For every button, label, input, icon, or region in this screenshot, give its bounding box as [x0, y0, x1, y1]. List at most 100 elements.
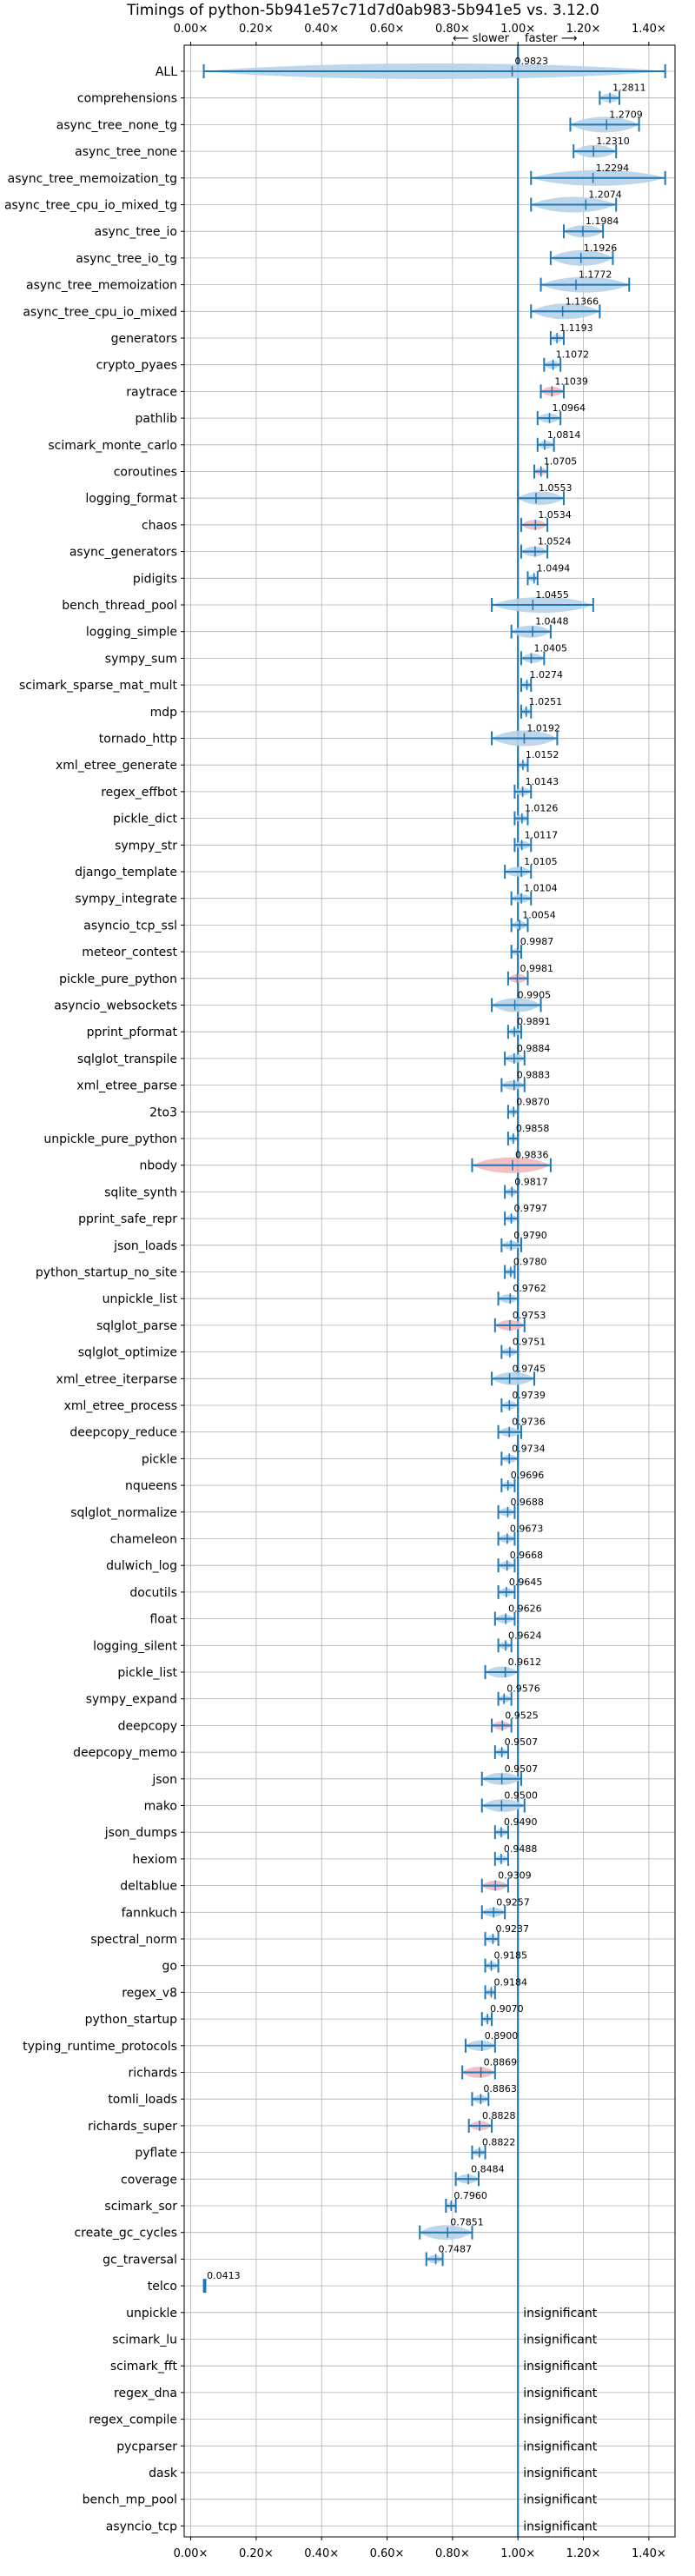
x-tick-label-bottom: 0.20× [239, 2547, 274, 2560]
benchmark-label: hexiom [132, 1853, 177, 1867]
benchmark-label: pprint_pformat [87, 1026, 178, 1039]
value-label: 1.0143 [526, 776, 559, 787]
marks-layer [202, 45, 666, 2537]
benchmark-label: sqlglot_parse [96, 1319, 177, 1333]
benchmark-label: gc_traversal [103, 2253, 177, 2267]
benchmark-label: sqlite_synth [104, 1185, 177, 1199]
value-label: 0.9870 [516, 1096, 550, 1107]
benchmark-label: tornado_http [99, 733, 177, 747]
benchmark-label: pickle [142, 1452, 177, 1466]
benchmark-label: sqlglot_optimize [78, 1346, 177, 1360]
benchmark-label: json_loads [113, 1239, 177, 1253]
benchmark-label: async_tree_memoization [26, 279, 177, 293]
value-label: 0.9739 [512, 1390, 546, 1401]
value-label: 0.9500 [504, 1790, 538, 1802]
benchmark-label: asyncio_tcp_ssl [83, 919, 177, 933]
value-label: 0.9624 [508, 1630, 542, 1641]
benchmark-label: pycparser [116, 2440, 177, 2453]
value-label: 0.8900 [485, 2030, 519, 2042]
value-label: 1.0126 [525, 803, 559, 814]
benchmark-label: async_tree_none_tg [56, 118, 177, 132]
value-label: 0.0413 [207, 2270, 241, 2281]
benchmark-label: tomli_loads [108, 2093, 177, 2107]
benchmark-label: mako [144, 1800, 177, 1814]
benchmark-label: crypto_pyaes [96, 359, 177, 373]
x-tick-label-bottom: 1.00× [500, 2547, 535, 2560]
benchmark-label: 2to3 [149, 1105, 177, 1119]
insignificant-label: insignificant [523, 2440, 598, 2453]
benchmark-label: richards [129, 2067, 178, 2081]
x-tick-label-top: 0.00× [174, 23, 208, 36]
benchmark-label: chameleon [110, 1533, 177, 1547]
value-label: 0.9507 [505, 1763, 539, 1775]
benchmark-label: async_tree_io [95, 225, 177, 239]
value-label: 0.9237 [495, 1923, 529, 1935]
benchmark-label: scimark_lu [112, 2334, 177, 2347]
value-label: 0.9905 [518, 990, 552, 1001]
value-label: 0.9696 [511, 1470, 545, 1481]
value-label: 1.0814 [547, 429, 581, 441]
benchmark-label: deepcopy_memo [73, 1746, 177, 1760]
benchmark-label: pidigits [133, 572, 177, 586]
x-tick-label-top: 0.40× [304, 23, 339, 36]
value-label: 1.0104 [524, 883, 558, 894]
benchmark-label: float [150, 1613, 178, 1627]
value-label: 1.1072 [556, 349, 590, 361]
insignificant-label: insignificant [523, 2520, 598, 2533]
benchmark-label: regex_effbot [101, 786, 177, 800]
benchmark-label: telco [148, 2280, 177, 2294]
value-label: 1.0448 [535, 616, 569, 627]
value-label: 0.8828 [482, 2110, 516, 2121]
benchmark-label: async_tree_io_tg [76, 252, 177, 266]
labels-layer: 0.00× 0.00× 0.20× 0.20× 0.40× 0.40× 0.60× 0.60×… [4, 23, 666, 2560]
benchmark-label: pathlib [136, 412, 178, 426]
benchmark-label: raytrace [126, 385, 177, 399]
value-label: 0.9858 [516, 1123, 550, 1134]
value-label: 1.2709 [609, 109, 643, 120]
value-label: 0.9612 [508, 1656, 542, 1668]
value-label: 0.9488 [504, 1843, 538, 1855]
value-label: 0.9525 [505, 1710, 539, 1721]
benchmark-label: async_tree_none [75, 145, 177, 159]
value-label: 0.9736 [512, 1417, 546, 1428]
benchmark-label: sqlglot_normalize [70, 1506, 177, 1520]
benchmark-label: nqueens [125, 1479, 177, 1493]
value-label: 0.8863 [483, 2083, 517, 2095]
value-label: 0.9309 [498, 1870, 532, 1882]
value-label: 0.9576 [506, 1683, 540, 1695]
benchmark-label: pprint_safe_repr [78, 1212, 177, 1226]
benchmark-label: logging_format [85, 492, 177, 506]
benchmark-label: async_tree_cpu_io_mixed_tg [4, 199, 177, 213]
benchmark-label: pickle_pure_python [59, 973, 177, 986]
benchmark-label: deepcopy [118, 1719, 177, 1733]
value-label: 0.7487 [439, 2243, 473, 2254]
value-label: 0.8484 [471, 2163, 505, 2174]
value-label: 0.9891 [517, 1016, 551, 1027]
benchmark-label: unpickle_list [103, 1292, 178, 1306]
value-label: 1.0455 [535, 589, 569, 601]
benchmark-label: nbody [140, 1159, 178, 1173]
insignificant-label: insignificant [523, 2466, 598, 2480]
x-tick-label-top: 0.80× [435, 23, 470, 36]
value-label: 0.9823 [515, 56, 549, 67]
value-label: 1.0054 [522, 909, 556, 920]
x-tick-label-top: 0.60× [370, 23, 405, 36]
benchmark-label: bench_mp_pool [83, 2493, 177, 2507]
value-label: 0.8822 [482, 2137, 516, 2148]
insignificant-label: insignificant [523, 2493, 598, 2507]
benchmark-label: django_template [75, 866, 177, 880]
value-label: 0.9673 [510, 1524, 544, 1535]
benchmark-label: async_tree_cpu_io_mixed [23, 305, 177, 319]
benchmark-label: pyflate [135, 2147, 177, 2161]
value-label: 0.9645 [509, 1577, 543, 1588]
benchmark-label: chaos [142, 519, 177, 533]
benchmark-label: dulwich_log [106, 1559, 177, 1573]
value-label: 1.0105 [524, 856, 558, 867]
value-label: 0.9981 [520, 963, 553, 974]
value-label: 0.8869 [484, 2057, 518, 2068]
value-label: 1.2294 [596, 163, 630, 174]
value-label: 0.9780 [513, 1257, 547, 1268]
value-label: 0.9883 [517, 1070, 551, 1081]
value-label: 1.2811 [612, 83, 646, 94]
